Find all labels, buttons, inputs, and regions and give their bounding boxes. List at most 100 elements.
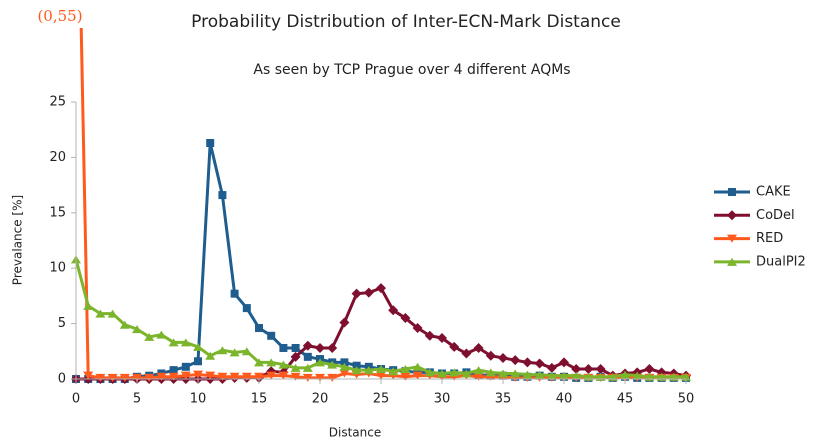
series-line — [74, 258, 686, 379]
marker — [180, 371, 191, 380]
marker — [546, 371, 557, 380]
marker — [534, 370, 545, 379]
marker — [83, 371, 94, 380]
marker — [424, 368, 435, 377]
marker — [522, 357, 533, 368]
marker — [279, 343, 288, 352]
y-tick-label: 10 — [49, 261, 66, 276]
marker — [217, 372, 228, 381]
marker — [559, 357, 569, 368]
marker — [302, 340, 313, 351]
marker — [376, 365, 386, 374]
marker — [412, 323, 423, 334]
marker — [267, 331, 276, 340]
marker — [302, 373, 313, 382]
marker — [107, 373, 118, 382]
marker — [217, 346, 228, 355]
marker — [339, 317, 350, 328]
marker — [340, 358, 349, 367]
marker — [473, 342, 484, 353]
marker — [437, 369, 447, 378]
marker — [168, 372, 179, 381]
marker — [461, 369, 472, 378]
marker — [412, 371, 423, 380]
marker — [119, 373, 130, 382]
annotation: (0,55) — [37, 7, 82, 25]
marker — [546, 362, 557, 373]
marker — [351, 288, 362, 299]
marker — [254, 372, 264, 381]
y-tick-label: 25 — [49, 95, 66, 110]
marker — [230, 289, 239, 298]
marker — [83, 301, 94, 310]
plot-area — [71, 28, 691, 384]
series-line — [79, 28, 686, 380]
marker — [571, 364, 582, 375]
x-tick-label: 35 — [495, 392, 512, 407]
y-tick-label: 0 — [58, 372, 66, 387]
chart-subtitle: As seen by TCP Prague over 4 different A… — [253, 62, 570, 78]
marker — [376, 371, 386, 380]
y-tick-label: 20 — [49, 150, 66, 165]
marker — [291, 343, 300, 352]
marker — [278, 371, 289, 380]
x-tick-label: 0 — [72, 392, 80, 407]
y-tick-label: 5 — [58, 316, 66, 331]
marker — [95, 309, 106, 318]
marker — [241, 347, 252, 356]
marker — [290, 363, 301, 372]
chart-title: Probability Distribution of Inter-ECN-Ma… — [191, 12, 621, 32]
marker — [327, 373, 338, 382]
marker — [339, 369, 350, 378]
marker — [303, 352, 312, 361]
marker — [559, 371, 569, 380]
marker — [339, 362, 350, 371]
marker — [169, 366, 178, 375]
legend-marker — [727, 210, 737, 221]
marker — [571, 371, 582, 380]
marker — [583, 364, 594, 375]
marker — [485, 350, 496, 361]
marker — [194, 357, 202, 366]
marker — [144, 332, 155, 341]
legend-label: CAKE — [756, 185, 791, 200]
legend-marker — [727, 234, 737, 243]
x-tick-label: 45 — [617, 392, 634, 407]
marker — [510, 369, 521, 378]
marker — [315, 342, 325, 353]
y-tick-label: 15 — [49, 205, 66, 220]
x-tick-label: 5 — [133, 392, 141, 407]
marker — [229, 348, 240, 357]
marker — [168, 338, 179, 347]
marker — [522, 370, 533, 379]
marker — [644, 364, 655, 375]
marker — [473, 372, 484, 381]
x-tick-label: 15 — [251, 392, 268, 407]
marker — [95, 373, 106, 382]
marker — [449, 368, 460, 377]
x-tick-label: 50 — [678, 392, 695, 407]
x-tick-label: 30 — [434, 392, 451, 407]
x-tick-label: 40 — [556, 392, 573, 407]
marker — [437, 333, 447, 344]
marker — [400, 313, 411, 324]
marker — [498, 369, 508, 378]
marker — [400, 365, 411, 374]
marker — [132, 325, 142, 334]
marker — [229, 372, 240, 381]
marker — [327, 342, 338, 353]
x-tick-label: 10 — [190, 392, 207, 407]
marker — [193, 342, 203, 351]
marker — [218, 191, 227, 200]
marker — [266, 371, 277, 380]
marker — [485, 368, 496, 377]
marker — [510, 355, 521, 366]
marker — [363, 366, 374, 375]
marker — [255, 324, 263, 333]
marker — [315, 373, 325, 382]
marker — [400, 372, 411, 381]
marker — [352, 361, 361, 370]
marker — [620, 370, 630, 379]
marker — [315, 358, 325, 367]
marker — [144, 373, 155, 382]
